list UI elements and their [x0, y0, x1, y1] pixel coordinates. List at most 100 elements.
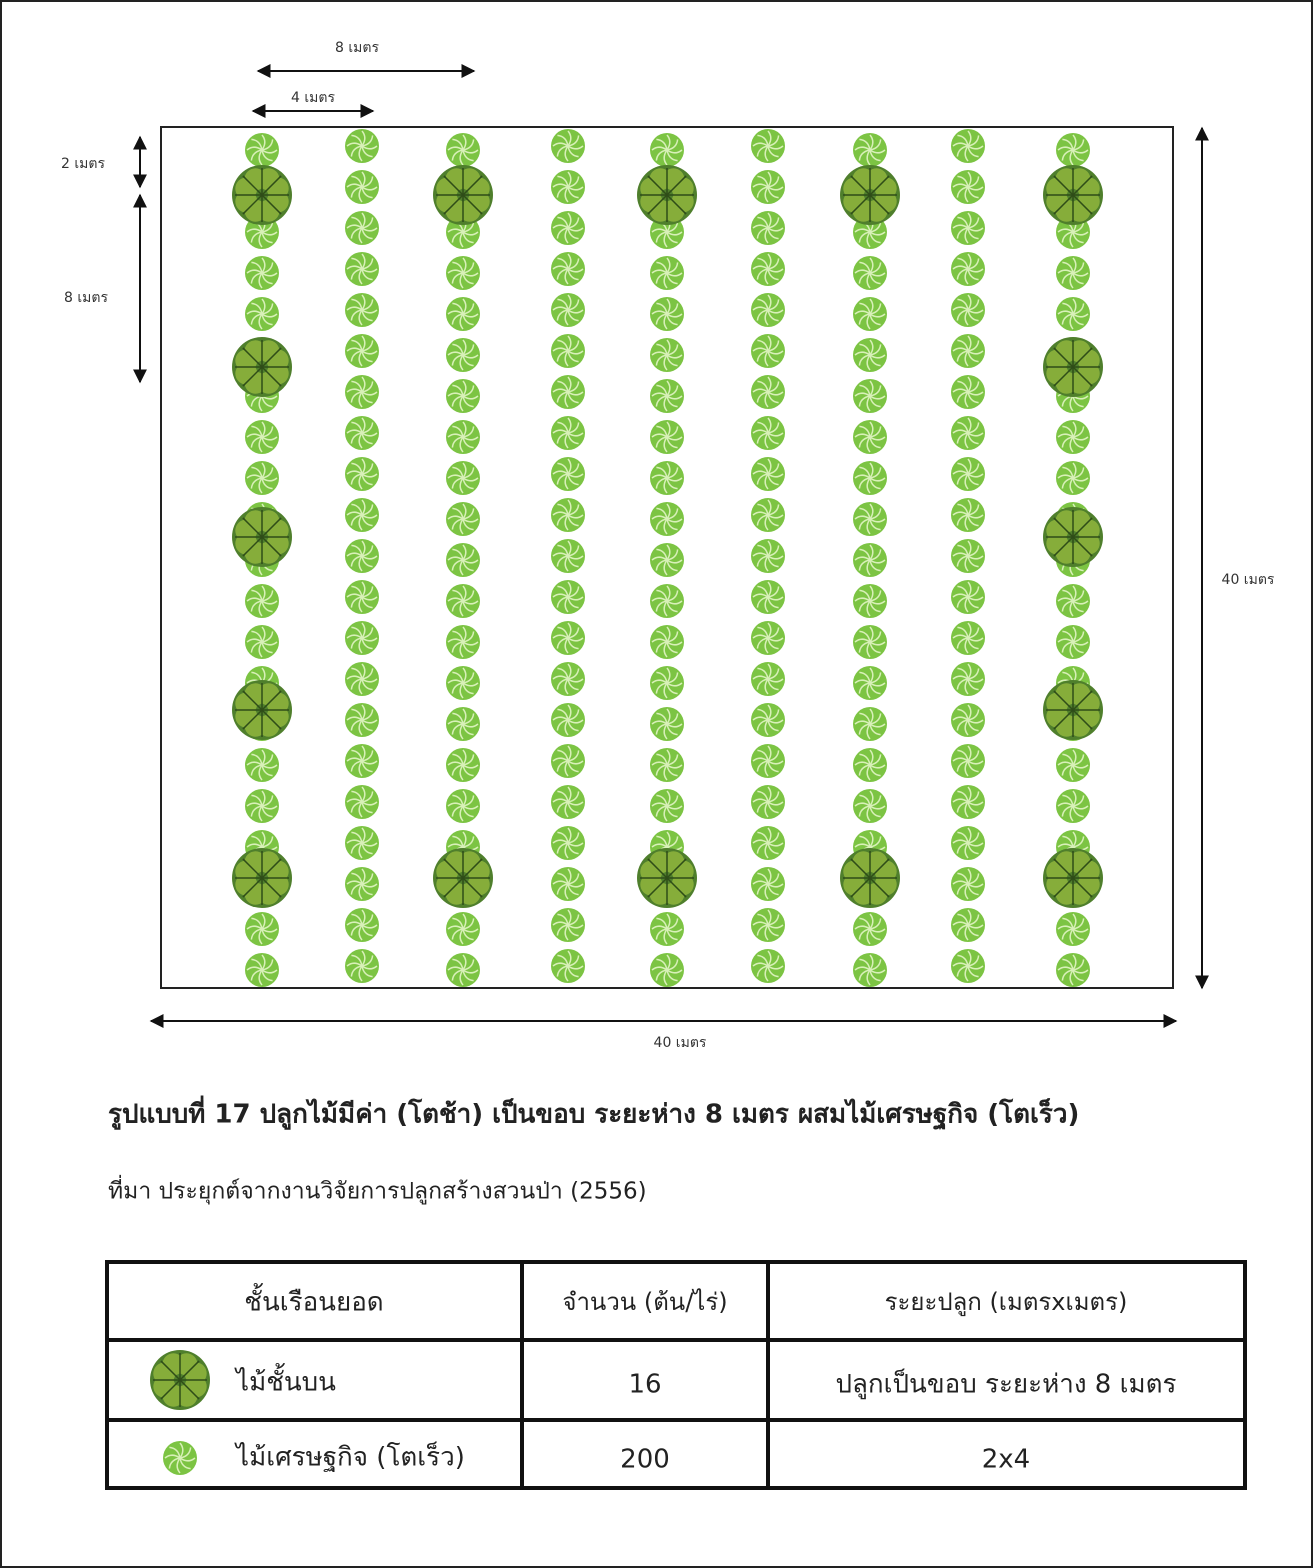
- leaf-vein: [346, 224, 363, 229]
- leaf-vein: [261, 626, 266, 643]
- leaf-vein: [452, 384, 464, 397]
- fast-tree: [951, 129, 985, 163]
- leaf-vein: [663, 928, 668, 945]
- leaf-vein: [967, 883, 979, 896]
- branch: [1072, 194, 1093, 215]
- leaf-vein: [452, 958, 464, 971]
- slow-tree: [840, 165, 900, 225]
- leaf-vein: [250, 313, 263, 325]
- leaf-vein: [1072, 641, 1084, 654]
- leaf-vein: [964, 514, 969, 531]
- leaf-vein: [666, 544, 671, 561]
- leaf-vein: [967, 596, 979, 609]
- leaf-vein: [764, 719, 769, 736]
- leaf-vein: [956, 883, 969, 895]
- leaf-vein: [764, 350, 769, 367]
- slow-tree: [1043, 337, 1103, 397]
- leaf-vein: [666, 626, 671, 643]
- leaf-vein: [651, 146, 668, 151]
- leaf-vein: [858, 600, 871, 612]
- leaf-vein: [452, 466, 464, 479]
- leaf-vein: [452, 794, 464, 807]
- branch: [261, 536, 282, 557]
- leaf-vein: [567, 678, 584, 683]
- leaf-vein: [767, 883, 784, 888]
- leaf-vein: [1072, 969, 1089, 974]
- leaf-vein: [767, 514, 784, 519]
- leaf-vein: [351, 298, 363, 311]
- leaf-vein: [567, 663, 572, 680]
- leaf-vein: [666, 672, 679, 684]
- leaf-cluster: [874, 177, 897, 200]
- leaf-vein: [1072, 600, 1089, 605]
- leaf-vein: [756, 555, 769, 567]
- leaf-vein: [967, 791, 980, 803]
- fast-tree: [751, 539, 785, 573]
- leaf-vein: [967, 678, 984, 683]
- leaf-vein: [447, 638, 464, 643]
- leaf-vein: [361, 258, 374, 270]
- leaf-vein: [1072, 954, 1077, 971]
- leaf-vein: [557, 831, 569, 844]
- leaf-vein: [767, 786, 772, 803]
- leaf-vein: [351, 790, 363, 803]
- leaf-vein: [567, 186, 584, 191]
- leaf-vein: [451, 231, 464, 243]
- leaf-vein: [567, 668, 580, 680]
- leaf-vein: [251, 630, 263, 643]
- fast-tree: [650, 133, 684, 167]
- leaf-vein: [869, 231, 886, 236]
- leaf-vein: [1072, 149, 1089, 154]
- leaf-vein: [346, 593, 363, 598]
- leaf-vein: [752, 839, 769, 844]
- leaf-vein: [452, 589, 464, 602]
- leaf-vein: [261, 600, 278, 605]
- leaf-vein: [869, 426, 882, 438]
- leaf-vein: [552, 962, 569, 967]
- leaf-vein: [666, 764, 683, 769]
- leaf-vein: [967, 924, 979, 937]
- leaf-vein: [967, 965, 979, 978]
- fast-tree: [951, 334, 985, 368]
- leaf-vein: [246, 146, 263, 151]
- leaf-vein: [361, 586, 374, 598]
- leaf-vein: [361, 171, 366, 188]
- branch: [443, 175, 464, 196]
- leaf-vein: [757, 749, 769, 762]
- leaf-vein: [666, 421, 671, 438]
- leaf-vein: [1072, 641, 1089, 646]
- leaf-vein: [567, 391, 584, 396]
- leaf-vein: [361, 801, 373, 814]
- slow-tree: [232, 165, 292, 225]
- branch: [261, 709, 282, 730]
- leaf-vein: [869, 272, 881, 285]
- leaf-vein: [967, 581, 972, 598]
- leaf-vein: [767, 924, 784, 929]
- leaf-vein: [258, 805, 263, 822]
- leaf-vein: [361, 458, 366, 475]
- leaf-vein: [967, 704, 972, 721]
- leaf-vein: [967, 340, 980, 352]
- leaf-vein: [451, 518, 464, 530]
- leaf-vein: [767, 545, 780, 557]
- leaf-vein: [869, 257, 874, 274]
- leaf-vein: [767, 186, 784, 191]
- leaf-vein: [361, 227, 373, 240]
- leaf-vein: [858, 764, 871, 776]
- leaf-vein: [656, 630, 668, 643]
- leaf-vein: [656, 425, 668, 438]
- leaf-vein: [447, 761, 464, 766]
- leaf-vein: [666, 585, 671, 602]
- leaf-vein: [957, 175, 969, 188]
- leaf-vein: [859, 425, 871, 438]
- leaf-vein: [462, 231, 479, 236]
- leaf-vein: [250, 928, 263, 940]
- leaf-vein: [767, 801, 784, 806]
- leaf-vein: [361, 145, 378, 150]
- leaf-vein: [854, 843, 871, 848]
- leaf-vein: [258, 641, 263, 658]
- leaf-vein: [361, 791, 374, 803]
- leaf-vein: [258, 928, 263, 945]
- fast-tree: [551, 785, 585, 819]
- leaf-vein: [663, 231, 668, 248]
